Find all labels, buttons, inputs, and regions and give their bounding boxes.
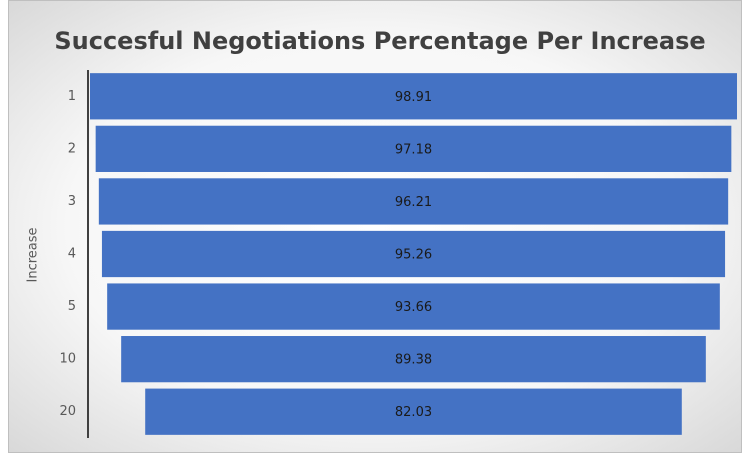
y-axis-label: Increase — [26, 227, 41, 282]
value-label: 82.03 — [395, 405, 432, 420]
funnel-bar — [121, 336, 706, 383]
value-label: 97.18 — [395, 142, 432, 157]
value-label: 96.21 — [395, 195, 432, 210]
y-tick-label: 3 — [68, 194, 76, 209]
funnel-bar — [145, 388, 682, 435]
funnel-bar — [107, 283, 720, 330]
chart-background — [8, 0, 742, 453]
value-label: 98.91 — [395, 90, 432, 105]
y-tick-label: 2 — [68, 141, 76, 156]
funnel-bar — [90, 73, 737, 120]
value-label: 93.66 — [395, 300, 432, 315]
funnel-bar — [98, 178, 729, 225]
funnel-bar — [95, 125, 732, 172]
funnel-bar — [101, 230, 726, 278]
chart-title: Succesful Negotiations Percentage Per In… — [54, 27, 705, 55]
value-label: 89.38 — [395, 353, 432, 368]
y-tick-label: 20 — [59, 404, 76, 419]
value-label: 95.26 — [395, 248, 432, 263]
y-tick-label: 4 — [68, 247, 76, 262]
y-tick-label: 1 — [68, 89, 76, 104]
y-tick-label: 10 — [59, 352, 76, 367]
y-tick-label: 5 — [68, 299, 76, 314]
